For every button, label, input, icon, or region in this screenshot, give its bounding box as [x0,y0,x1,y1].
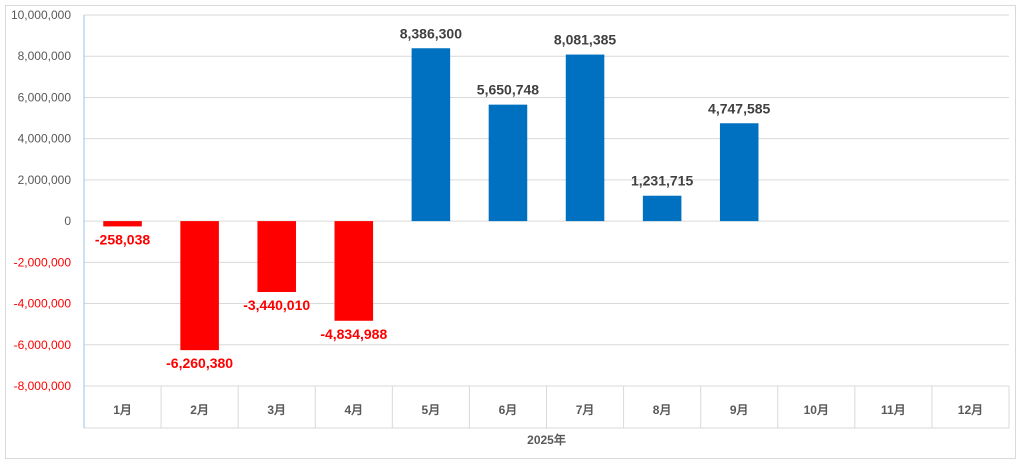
bar [719,123,759,222]
category-label: 4月 [344,403,363,417]
category-label: 2月 [190,403,209,417]
y-tick-label: -2,000,000 [14,255,72,269]
y-tick-label: -4,000,000 [14,297,72,311]
data-label: 1,231,715 [631,173,693,189]
bars [103,48,759,351]
bar [565,54,605,222]
data-label: -4,834,988 [320,326,387,342]
category-label: 11月 [881,403,906,417]
category-label: 5月 [422,403,441,417]
data-label: 8,386,300 [400,25,462,41]
bar [334,221,374,321]
data-label: -258,038 [95,231,150,247]
bar [103,221,142,227]
chart-frame [5,5,1016,459]
category-label: 7月 [576,403,595,417]
category-label: 10月 [804,403,829,417]
y-tick-label: 10,000,000 [11,8,71,22]
category-label: 3月 [267,403,286,417]
bar [411,48,451,222]
y-axis-ticks: 10,000,000 8,000,000 6,000,000 4,000,000 2,0… [11,8,71,393]
bar [642,195,682,222]
y-tick-label: 4,000,000 [18,132,72,146]
x-axis-categories: 1月 2月 3月 4月 5月 6月 7月 8月 9月 10月 11月 12月 [113,403,983,417]
data-label: -3,440,010 [243,297,310,313]
data-label: 5,650,748 [477,82,539,98]
category-label: 8月 [653,403,672,417]
bar [180,221,219,351]
y-tick-label: 2,000,000 [18,173,72,187]
y-tick-label: 0 [64,214,71,228]
x-axis-title: 2025年 [527,432,566,447]
y-tick-label: -8,000,000 [14,379,72,393]
y-tick-label: -6,000,000 [14,338,72,352]
category-label: 6月 [499,403,518,417]
category-label: 1月 [113,403,132,417]
category-label: 12月 [958,403,983,417]
data-labels: -258,038 -6,260,380 -3,440,010 -4,834,988 8,… [95,25,771,371]
data-label: 4,747,585 [708,100,770,116]
gridlines [83,14,1010,429]
data-label: 8,081,385 [554,32,616,48]
bar [257,221,296,293]
y-tick-label: 8,000,000 [18,49,72,63]
category-label: 9月 [730,403,749,417]
data-label: -6,260,380 [166,355,233,371]
bar [488,104,528,222]
y-tick-label: 6,000,000 [18,90,72,104]
